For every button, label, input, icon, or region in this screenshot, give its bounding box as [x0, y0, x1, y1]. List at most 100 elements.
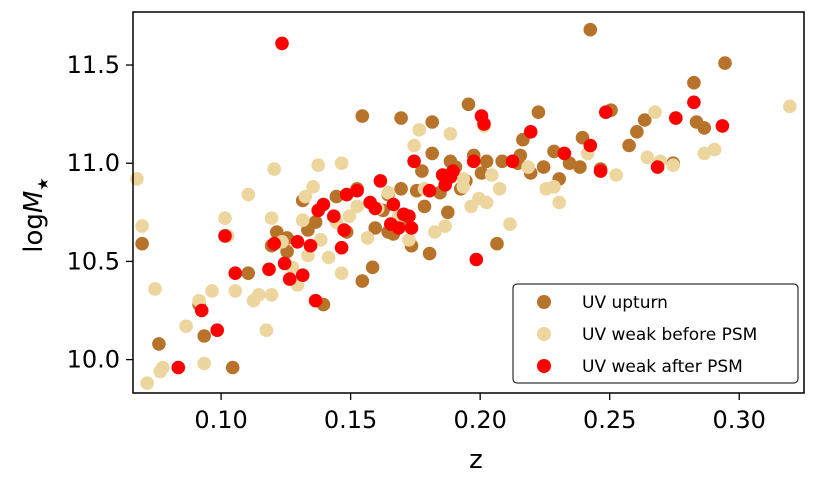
- point-uv-weak-after-psm-9: [282, 272, 297, 286]
- point-uv-weak-after-psm-25: [386, 197, 401, 212]
- point-uv-weak-after-psm-18: [337, 223, 351, 237]
- point-uv-weak-before-psm-61: [707, 142, 722, 157]
- x-axis-label: z: [469, 445, 483, 475]
- point-uv-weak-after-psm-1: [194, 303, 209, 318]
- point-uv-upturn-53: [622, 138, 636, 153]
- point-uv-weak-after-psm-44: [593, 164, 608, 178]
- point-uv-weak-after-psm-48: [687, 95, 701, 110]
- point-uv-weak-after-psm-26: [391, 221, 406, 235]
- point-uv-upturn-0: [135, 236, 149, 251]
- point-uv-upturn-65: [531, 105, 546, 119]
- point-uv-weak-before-psm-0: [130, 172, 144, 186]
- point-uv-weak-after-psm-5: [262, 262, 276, 277]
- y-tick-label: 11.5: [67, 51, 120, 79]
- point-uv-upturn-61: [355, 109, 370, 123]
- point-uv-upturn-48: [573, 160, 587, 174]
- legend-label-uv-weak-after-psm: UV weak after PSM: [582, 357, 743, 377]
- point-uv-upturn-5: [241, 266, 256, 281]
- x-tick-label: 0.20: [453, 406, 506, 434]
- point-uv-weak-after-psm-29: [404, 221, 419, 235]
- point-uv-weak-before-psm-16: [264, 211, 279, 225]
- point-uv-weak-before-psm-66: [298, 189, 313, 204]
- point-uv-weak-before-psm-53: [552, 195, 566, 210]
- point-uv-weak-before-psm-33: [381, 185, 396, 200]
- point-uv-weak-before-psm-31: [360, 231, 375, 245]
- point-uv-weak-before-psm-5: [156, 360, 170, 375]
- point-uv-weak-after-psm-23: [373, 174, 388, 188]
- y-axis: 10.0 10.5 11.0 11.5: [67, 51, 133, 374]
- point-uv-weak-before-psm-64: [334, 156, 349, 170]
- point-uv-upturn-67: [441, 205, 455, 220]
- x-tick-label: 0.15: [324, 406, 377, 434]
- point-uv-weak-after-psm-36: [466, 154, 481, 169]
- point-uv-weak-after-psm-37: [469, 252, 484, 267]
- point-uv-weak-after-psm-31: [422, 183, 437, 198]
- legend: UV upturn UV weak before PSM UV weak aft…: [512, 283, 799, 384]
- y-tick-label: 10.5: [67, 247, 120, 275]
- point-uv-weak-before-psm-36: [407, 138, 421, 153]
- y-axis-label: logM★: [19, 177, 52, 253]
- point-uv-weak-before-psm-65: [246, 293, 261, 308]
- point-uv-weak-before-psm-17: [267, 162, 282, 176]
- point-uv-weak-before-psm-13: [241, 187, 256, 202]
- point-uv-upturn-1: [152, 337, 166, 351]
- point-uv-weak-after-psm-3: [218, 229, 232, 243]
- point-uv-weak-after-psm-15: [316, 197, 331, 212]
- legend-label-uv-weak-before-psm: UV weak before PSM: [582, 325, 757, 345]
- point-uv-weak-before-psm-49: [503, 217, 517, 231]
- point-uv-weak-after-psm-22: [368, 201, 383, 216]
- point-uv-weak-before-psm-40: [438, 219, 453, 233]
- point-uv-weak-before-psm-41: [443, 127, 458, 141]
- point-uv-weak-before-psm-3: [148, 282, 162, 296]
- point-uv-weak-before-psm-59: [666, 158, 680, 172]
- point-uv-upturn-4: [225, 360, 240, 375]
- point-uv-upturn-26: [415, 164, 429, 178]
- x-tick-label: 0.10: [194, 406, 247, 434]
- y-axis-label-star: ★: [34, 177, 52, 190]
- point-uv-weak-before-psm-25: [314, 233, 328, 247]
- legend-marker-uv-weak-before-psm: [537, 327, 551, 341]
- point-uv-upturn-62: [394, 111, 408, 125]
- x-tick-label: 0.30: [713, 406, 766, 434]
- point-uv-weak-before-psm-57: [648, 105, 662, 119]
- y-tick-label: 11.0: [67, 149, 120, 177]
- point-uv-weak-before-psm-24: [311, 158, 326, 172]
- point-uv-weak-after-psm-6: [267, 236, 282, 251]
- y-axis-label-m: M: [19, 191, 49, 213]
- point-uv-weak-before-psm-8: [197, 356, 211, 371]
- plot-frame: [132, 11, 805, 394]
- point-uv-weak-after-psm-30: [407, 154, 421, 169]
- y-tick-label: 10.0: [67, 346, 120, 374]
- point-uv-upturn-18: [368, 221, 383, 235]
- point-uv-weak-after-psm-19: [339, 187, 354, 202]
- point-uv-weak-after-psm-20: [350, 183, 364, 198]
- point-uv-weak-after-psm-7: [275, 36, 289, 51]
- point-uv-weak-before-psm-37: [412, 123, 427, 137]
- point-uv-weak-before-psm-62: [783, 99, 797, 114]
- point-uv-weak-after-psm-43: [583, 138, 598, 153]
- point-uv-weak-before-psm-21: [295, 213, 310, 227]
- point-uv-upturn-22: [394, 182, 408, 196]
- point-uv-weak-before-psm-55: [609, 168, 623, 182]
- svg-text:logM★: logM★: [19, 177, 52, 253]
- point-uv-weak-after-psm-39: [477, 117, 491, 131]
- point-uv-upturn-54: [630, 125, 644, 139]
- point-uv-upturn-3: [197, 329, 211, 343]
- point-uv-weak-after-psm-8: [277, 256, 292, 271]
- point-uv-weak-before-psm-9: [205, 284, 219, 298]
- point-uv-weak-after-psm-35: [446, 164, 460, 178]
- point-uv-weak-after-psm-0: [171, 360, 186, 375]
- point-uv-upturn-44: [536, 160, 551, 174]
- point-uv-upturn-55: [637, 113, 652, 127]
- point-uv-weak-before-psm-60: [697, 146, 712, 161]
- x-tick-label: 0.25: [583, 406, 636, 434]
- points-layer: [130, 22, 797, 391]
- point-uv-weak-after-psm-2: [210, 323, 224, 338]
- point-uv-weak-before-psm-10: [218, 211, 232, 225]
- point-uv-weak-before-psm-35: [402, 233, 416, 247]
- x-axis: 0.10 0.15 0.20 0.25 0.30: [194, 393, 766, 434]
- point-uv-weak-after-psm-49: [715, 119, 730, 133]
- point-uv-upturn-45: [547, 144, 561, 159]
- point-uv-weak-before-psm-2: [140, 376, 154, 391]
